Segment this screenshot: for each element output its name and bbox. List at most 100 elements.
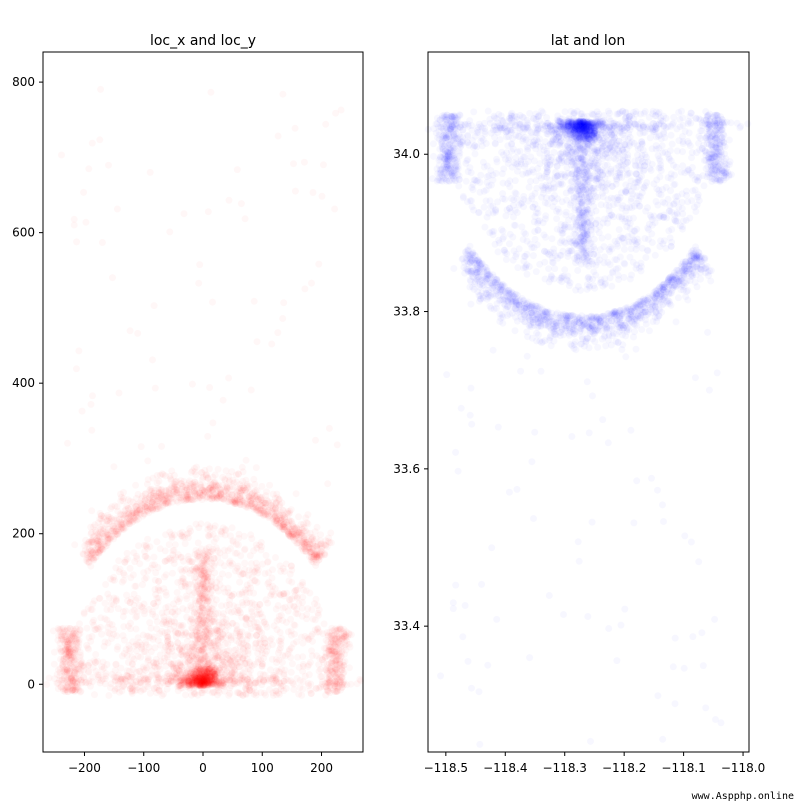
- scatter-point: [153, 538, 160, 545]
- scatter-point: [309, 534, 316, 541]
- scatter-point: [85, 679, 92, 686]
- scatter-point: [195, 524, 202, 531]
- scatter-point: [209, 548, 216, 555]
- scatter-point: [244, 643, 251, 650]
- scatter-point: [189, 591, 196, 598]
- scatter-point: [481, 204, 488, 211]
- scatter-point: [322, 121, 329, 128]
- scatter-point: [110, 463, 117, 470]
- scatter-point: [204, 675, 211, 682]
- scatter-point: [122, 525, 129, 532]
- x-tick-label: 200: [310, 761, 333, 775]
- scatter-point: [701, 182, 708, 189]
- scatter-point: [229, 676, 236, 683]
- scatter-point: [618, 622, 625, 629]
- scatter-point: [162, 663, 169, 670]
- scatter-point: [166, 228, 173, 235]
- scatter-point: [275, 133, 282, 140]
- scatter-point: [224, 585, 231, 592]
- scatter-point: [65, 675, 72, 682]
- scatter-point: [169, 547, 176, 554]
- scatter-point: [116, 689, 123, 696]
- scatter-point: [463, 178, 470, 185]
- scatter-point: [99, 239, 106, 246]
- scatter-point: [226, 601, 233, 608]
- scatter-point: [210, 531, 217, 538]
- scatter-point: [205, 208, 212, 215]
- scatter-point: [127, 574, 134, 581]
- scatter-point: [136, 506, 143, 513]
- scatter-point: [227, 657, 234, 664]
- scatter-point: [282, 653, 289, 660]
- scatter-point: [184, 607, 191, 614]
- scatter-point: [274, 329, 281, 336]
- scatter-point: [294, 610, 301, 617]
- scatter-point: [228, 682, 235, 689]
- scatter-point: [268, 635, 275, 642]
- scatter-point: [107, 575, 114, 582]
- scatter-point: [182, 691, 189, 698]
- scatter-point: [660, 518, 667, 525]
- scatter-point: [95, 671, 102, 678]
- scatter-point: [109, 274, 116, 281]
- latlon-axes: lat and lon −118.5 −118.4 −118.3 −118.2 −118…: [393, 33, 765, 775]
- scatter-point: [288, 669, 295, 676]
- scatter-point: [54, 671, 61, 678]
- scatter-point: [129, 638, 136, 645]
- scatter-point: [263, 552, 270, 559]
- scatter-point: [163, 571, 170, 578]
- scatter-point: [75, 347, 82, 354]
- scatter-point: [209, 493, 216, 500]
- scatter-point: [105, 692, 112, 699]
- scatter-point: [225, 572, 232, 579]
- scatter-point: [182, 540, 189, 547]
- scatter-point: [96, 550, 103, 557]
- scatter-point: [149, 356, 156, 363]
- scatter-point: [235, 541, 242, 548]
- scatter-point: [193, 666, 200, 673]
- scatter-point: [255, 627, 262, 634]
- scatter-point: [176, 668, 183, 675]
- scatter-point: [186, 558, 193, 565]
- scatter-point: [187, 615, 194, 622]
- scatter-point: [228, 609, 235, 616]
- scatter-point: [207, 89, 214, 96]
- x-tick-label: −200: [68, 761, 101, 775]
- scatter-point: [225, 623, 232, 630]
- scatter-point: [149, 499, 156, 506]
- scatter-point: [211, 555, 218, 562]
- scatter-point: [159, 620, 166, 627]
- scatter-point: [60, 669, 67, 676]
- scatter-point: [281, 568, 288, 575]
- scatter-point: [273, 606, 280, 613]
- scatter-point: [308, 690, 315, 697]
- scatter-point: [262, 570, 269, 577]
- scatter-point: [166, 541, 173, 548]
- scatter-point: [249, 599, 256, 606]
- scatter-point: [229, 669, 236, 676]
- scatter-point: [239, 692, 246, 699]
- scatter-point: [646, 327, 653, 334]
- scatter-point: [200, 606, 207, 613]
- y-tick-label: 0: [27, 677, 35, 691]
- scatter-point: [328, 539, 335, 546]
- scatter-point: [46, 675, 53, 682]
- scatter-point: [269, 676, 276, 683]
- scatter-point: [196, 261, 203, 268]
- scatter-point: [86, 634, 93, 641]
- scatter-point: [321, 620, 328, 627]
- scatter-point: [252, 568, 259, 575]
- scatter-point: [253, 692, 260, 699]
- scatter-point: [253, 541, 260, 548]
- scatter-point: [137, 688, 144, 695]
- scatter-point: [222, 477, 229, 484]
- scatter-point: [135, 542, 142, 549]
- scatter-point: [276, 496, 283, 503]
- scatter-point: [306, 590, 313, 597]
- scatter-point: [236, 531, 243, 538]
- scatter-point: [166, 473, 173, 480]
- scatter-point: [206, 465, 213, 472]
- scatter-point: [333, 651, 340, 658]
- scatter-point: [55, 685, 62, 692]
- scatter-point: [273, 656, 280, 663]
